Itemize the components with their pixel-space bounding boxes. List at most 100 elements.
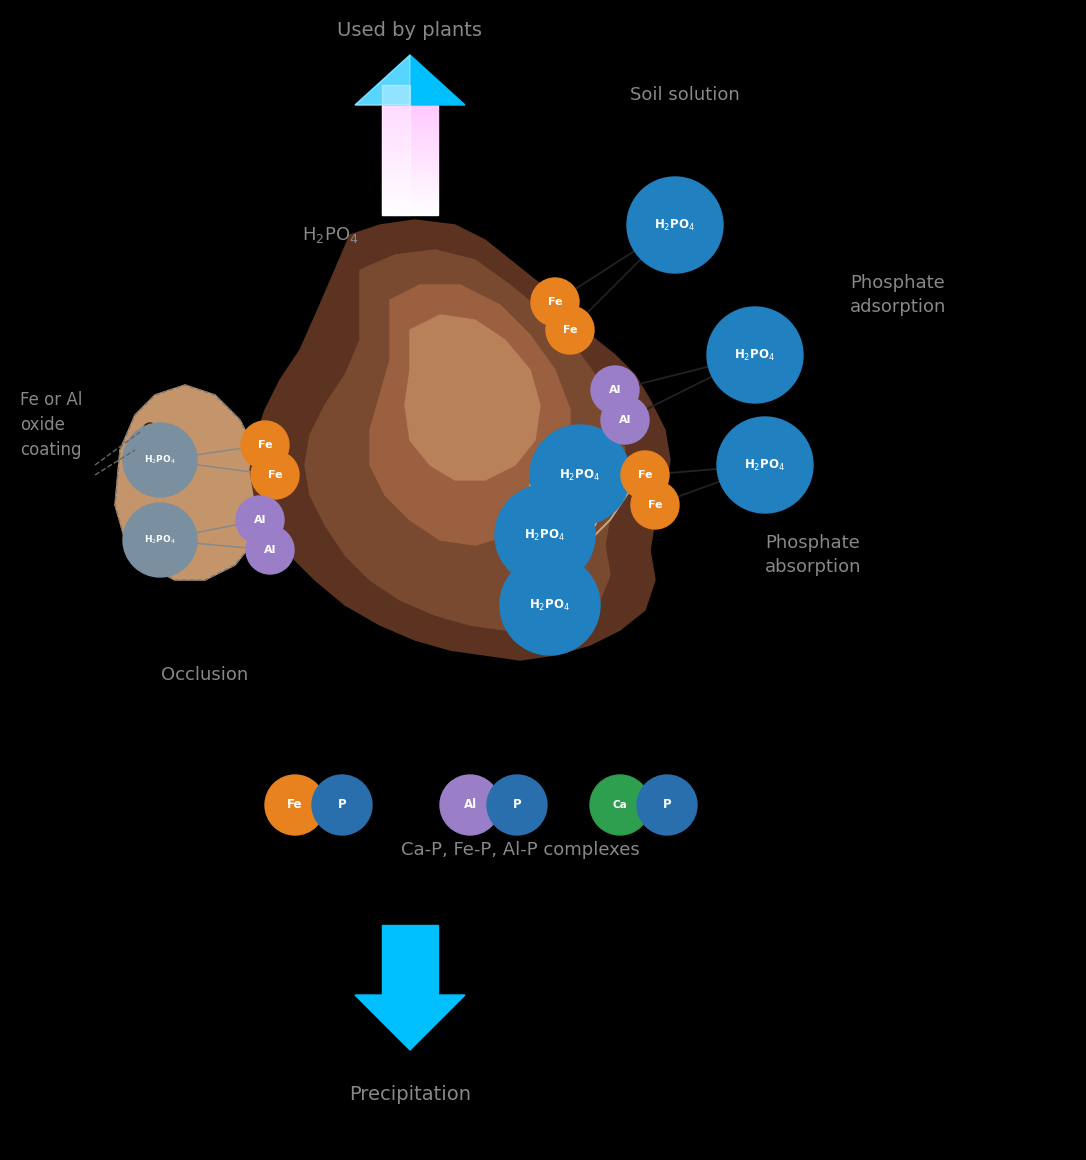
Polygon shape (382, 176, 438, 179)
Text: Fe: Fe (268, 470, 282, 480)
Circle shape (530, 425, 630, 525)
Circle shape (717, 416, 813, 513)
Polygon shape (382, 96, 438, 97)
Polygon shape (382, 146, 438, 147)
Text: H$_2$PO$_4$: H$_2$PO$_4$ (302, 225, 358, 245)
Polygon shape (382, 184, 438, 187)
Polygon shape (382, 139, 438, 142)
Polygon shape (382, 94, 438, 96)
Text: Phosphate
absorption: Phosphate absorption (765, 534, 861, 577)
Polygon shape (382, 209, 438, 211)
Text: H$_2$PO$_4$: H$_2$PO$_4$ (525, 528, 566, 543)
Circle shape (500, 554, 599, 655)
Polygon shape (382, 211, 438, 212)
Text: H$_2$PO$_4$: H$_2$PO$_4$ (655, 217, 695, 232)
Polygon shape (382, 167, 438, 169)
Polygon shape (382, 204, 438, 206)
Polygon shape (355, 55, 411, 106)
Polygon shape (382, 132, 438, 135)
Text: H$_2$PO$_4$: H$_2$PO$_4$ (745, 457, 785, 472)
Circle shape (123, 423, 197, 496)
Polygon shape (382, 180, 438, 182)
Text: Al: Al (254, 515, 266, 525)
Text: H$_2$PO$_4$: H$_2$PO$_4$ (144, 454, 176, 466)
Circle shape (637, 775, 697, 835)
Polygon shape (382, 115, 438, 117)
Polygon shape (382, 131, 438, 132)
Circle shape (143, 423, 157, 437)
Text: Fe: Fe (288, 798, 303, 812)
Polygon shape (382, 182, 438, 184)
Polygon shape (382, 200, 438, 202)
Polygon shape (382, 89, 438, 92)
Polygon shape (382, 154, 438, 157)
Circle shape (251, 451, 299, 499)
Circle shape (123, 503, 197, 577)
Text: Al: Al (619, 415, 631, 425)
Text: P: P (513, 798, 521, 812)
Text: Fe: Fe (637, 470, 653, 480)
Text: Ca-P, Fe-P, Al-P complexes: Ca-P, Fe-P, Al-P complexes (401, 841, 640, 860)
Circle shape (265, 775, 325, 835)
Polygon shape (355, 995, 465, 1050)
Text: H$_2$PO$_4$: H$_2$PO$_4$ (530, 597, 570, 612)
Text: Fe or Al
oxide
coating: Fe or Al oxide coating (20, 391, 83, 459)
Circle shape (601, 396, 649, 444)
Polygon shape (382, 164, 438, 165)
Text: P: P (662, 798, 671, 812)
Circle shape (591, 367, 639, 414)
Polygon shape (382, 159, 438, 161)
Text: Phosphate
adsorption: Phosphate adsorption (850, 274, 946, 317)
Polygon shape (382, 85, 411, 215)
Polygon shape (382, 196, 438, 197)
Text: Fe: Fe (647, 500, 662, 510)
Polygon shape (382, 107, 438, 109)
Polygon shape (382, 194, 438, 196)
Text: H$_2$PO$_4$: H$_2$PO$_4$ (559, 467, 601, 483)
Text: Precipitation: Precipitation (349, 1086, 471, 1104)
Text: P: P (338, 798, 346, 812)
Circle shape (247, 525, 294, 574)
Polygon shape (382, 147, 438, 150)
Polygon shape (382, 126, 438, 129)
Polygon shape (405, 316, 540, 480)
Text: Al: Al (609, 385, 621, 396)
Polygon shape (382, 137, 438, 139)
Polygon shape (382, 144, 438, 146)
Polygon shape (115, 385, 265, 580)
Polygon shape (382, 174, 438, 176)
Polygon shape (382, 191, 438, 194)
Circle shape (531, 278, 579, 326)
Text: Fe: Fe (547, 297, 563, 307)
Polygon shape (382, 114, 438, 115)
Polygon shape (382, 187, 438, 189)
Polygon shape (382, 179, 438, 180)
Text: Al: Al (464, 798, 477, 812)
Polygon shape (382, 169, 438, 172)
Polygon shape (382, 142, 438, 144)
Polygon shape (382, 122, 438, 124)
Text: Ca: Ca (613, 800, 628, 810)
Text: Al: Al (264, 545, 276, 554)
Polygon shape (250, 220, 670, 660)
Text: Fe: Fe (257, 440, 273, 450)
Circle shape (621, 451, 669, 499)
Polygon shape (382, 157, 438, 159)
Polygon shape (382, 97, 438, 100)
Polygon shape (370, 285, 570, 545)
Text: Used by plants: Used by plants (338, 21, 482, 39)
Polygon shape (382, 212, 438, 215)
Polygon shape (382, 100, 438, 102)
Polygon shape (382, 119, 438, 122)
Polygon shape (382, 85, 438, 87)
Polygon shape (382, 124, 438, 126)
Polygon shape (382, 150, 438, 152)
Polygon shape (382, 92, 438, 94)
Circle shape (312, 775, 372, 835)
Polygon shape (382, 135, 438, 137)
Circle shape (487, 775, 547, 835)
Circle shape (627, 177, 723, 273)
Polygon shape (382, 925, 438, 1015)
Polygon shape (355, 55, 465, 106)
Polygon shape (382, 102, 438, 104)
